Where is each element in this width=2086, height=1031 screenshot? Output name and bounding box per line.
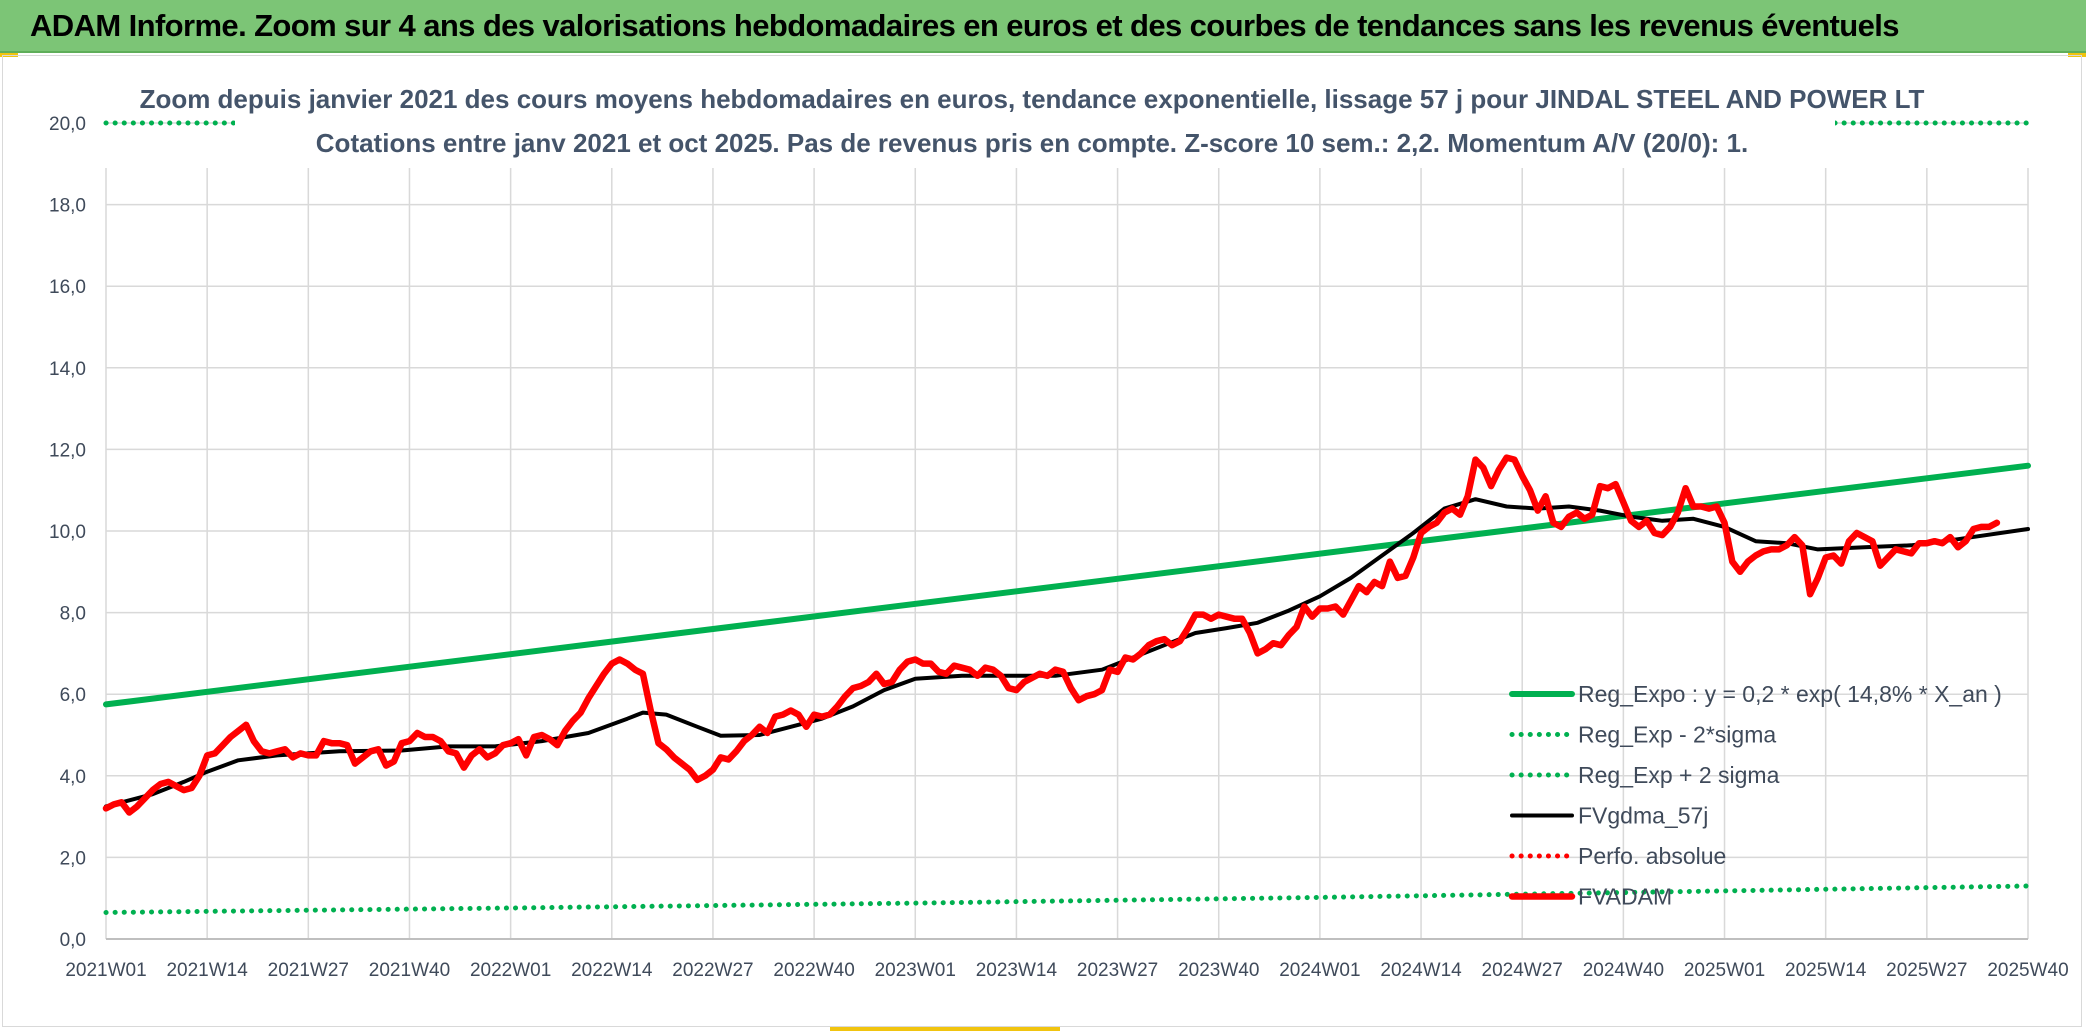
y-tick-label: 10,0 [49, 522, 86, 543]
legend-label-perfo: Perfo. absolue [1578, 843, 1726, 869]
series-group [102, 120, 2031, 915]
legend-label-reg-minus: Reg_Exp - 2*sigma [1578, 722, 1776, 748]
bottom-accent [830, 1027, 1060, 1031]
x-tick-label: 2021W14 [166, 960, 248, 981]
x-tick-label: 2025W14 [1785, 960, 1867, 981]
y-tick-label: 14,0 [49, 359, 86, 380]
x-tick-label: 2025W40 [1987, 960, 2068, 981]
title-background [235, 85, 1835, 167]
x-tick-label: 2021W27 [268, 960, 349, 981]
x-tick-label: 2023W14 [976, 960, 1058, 981]
y-tick-label: 16,0 [49, 277, 86, 298]
y-tick-label: 2,0 [60, 848, 86, 869]
chart-title: Zoom depuis janvier 2021 des cours moyen… [140, 84, 1925, 114]
series-fvadam [102, 454, 2001, 816]
y-tick-label: 6,0 [60, 685, 86, 706]
y-tick-label: 12,0 [49, 440, 86, 461]
y-tick-label: 0,0 [60, 930, 86, 951]
legend-label-reg-plus: Reg_Exp + 2 sigma [1578, 762, 1780, 788]
y-tick-label: 18,0 [49, 196, 86, 217]
x-tick-label: 2024W40 [1583, 960, 1664, 981]
x-tick-label: 2024W14 [1380, 960, 1462, 981]
x-tick-label: 2023W40 [1178, 960, 1259, 981]
grid [105, 122, 2029, 940]
x-tick-label: 2022W27 [672, 960, 753, 981]
x-tick-label: 2025W27 [1886, 960, 1967, 981]
legend-label-fvadam: FVADAM [1578, 884, 1672, 910]
legend-label-reg-expo: Reg_Expo : y = 0,2 * exp( 14,8% * X_an ) [1578, 681, 2002, 707]
chart-frame [2, 55, 2082, 1027]
chart-subtitle: Cotations entre janv 2021 et oct 2025. P… [316, 128, 1748, 158]
legend: Reg_Expo : y = 0,2 * exp( 14,8% * X_an )… [1508, 681, 2002, 910]
report-banner: ADAM Informe. Zoom sur 4 ans des valoris… [0, 0, 2086, 53]
y-tick-label: 20,0 [49, 114, 86, 135]
x-tick-label: 2021W40 [369, 960, 450, 981]
x-tick-label: 2025W01 [1684, 960, 1765, 981]
x-tick-label: 2023W01 [875, 960, 956, 981]
x-tick-label: 2024W01 [1279, 960, 1360, 981]
report-title: ADAM Informe. Zoom sur 4 ans des valoris… [30, 8, 1900, 43]
x-tick-label: 2024W27 [1482, 960, 1563, 981]
legend-label-fvgdma: FVgdma_57j [1578, 803, 1708, 829]
x-tick-label: 2023W27 [1077, 960, 1158, 981]
series-reg-expo [103, 462, 2031, 708]
x-tick-label: 2022W40 [773, 960, 854, 981]
series-fvgdma [104, 497, 2030, 809]
x-tick-label: 2022W01 [470, 960, 551, 981]
x-tick-label: 2022W14 [571, 960, 653, 981]
y-tick-label: 4,0 [60, 767, 86, 788]
axes: 0,0 2,0 4,0 6,0 8,0 10,0 12,0 14,0 16,0 18,0 20,0 2… [49, 114, 2069, 981]
series-reg-minus [103, 883, 2031, 915]
x-tick-label: 2021W01 [65, 960, 146, 981]
y-tick-label: 8,0 [60, 604, 86, 625]
